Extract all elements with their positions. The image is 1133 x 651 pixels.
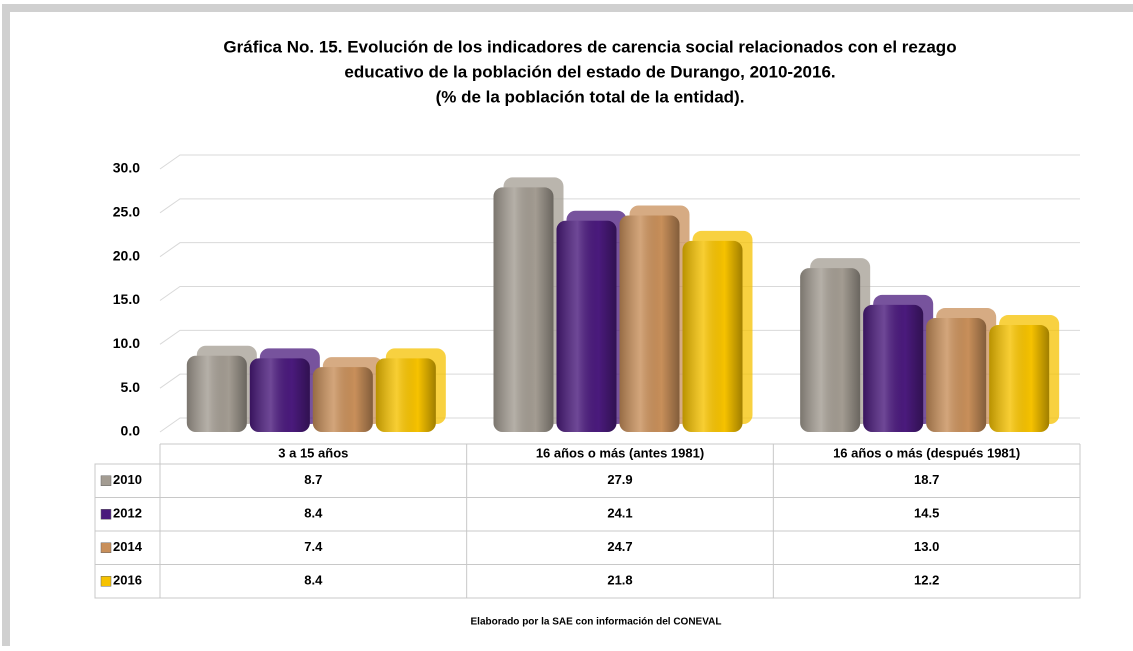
x-tick-label: 16 años o más (después 1981) (833, 445, 1020, 460)
legend-swatch (100, 576, 112, 587)
chart-title: educativo de la población del estado de … (344, 62, 835, 81)
bar-part (926, 318, 987, 432)
bar-part (989, 325, 1050, 432)
bar (493, 177, 564, 432)
grid-line (159, 417, 1080, 433)
chart-title: (% de la población total de la entidad). (436, 87, 745, 106)
legend-label: 2012 (113, 506, 142, 521)
legend-swatch (100, 475, 112, 486)
data-label: 21.8 (607, 573, 632, 588)
data-label: 7.4 (304, 539, 323, 554)
data-label: 8.7 (304, 472, 322, 487)
legend-swatch (100, 509, 112, 520)
bar-part (682, 240, 743, 432)
y-tick-label: 20.0 (113, 247, 140, 263)
y-tick-label: 0.0 (121, 423, 141, 439)
bar-part (249, 358, 310, 432)
legend-label: 2016 (113, 573, 142, 588)
y-tick-label: 30.0 (113, 160, 140, 176)
bar-part (493, 187, 554, 432)
grid-line (159, 329, 1080, 345)
bar-part (312, 367, 373, 432)
frame (2, 4, 1133, 646)
bar (682, 230, 753, 432)
data-label: 8.4 (304, 573, 323, 588)
y-tick-label: 15.0 (113, 291, 140, 307)
bar-part (863, 304, 924, 432)
data-label: 24.1 (607, 506, 632, 521)
bar-part (186, 355, 247, 432)
legend-label: 2010 (113, 472, 142, 487)
grid-line (159, 373, 1080, 389)
x-tick-label: 3 a 15 años (278, 445, 348, 460)
data-label: 14.5 (914, 506, 939, 521)
bar (989, 315, 1060, 432)
bar-part (375, 358, 436, 432)
y-tick-label: 10.0 (113, 335, 140, 351)
bar-part (800, 268, 861, 432)
bar (926, 308, 997, 432)
data-label: 24.7 (607, 539, 632, 554)
grid-line (159, 154, 1080, 170)
legend-label: 2014 (113, 539, 143, 554)
data-label: 13.0 (914, 539, 939, 554)
bar (312, 357, 383, 432)
legend-swatch (100, 542, 112, 553)
source-note: Elaborado por la SAE con información del… (471, 617, 722, 628)
x-tick-label: 16 años o más (antes 1981) (536, 445, 704, 460)
y-tick-label: 5.0 (121, 379, 141, 395)
y-tick-label: 25.0 (113, 204, 140, 220)
data-label: 8.4 (304, 506, 323, 521)
grid-line (159, 198, 1080, 214)
bar (800, 258, 871, 432)
grid-line (159, 286, 1080, 301)
bar (556, 210, 627, 432)
bar (619, 205, 690, 432)
bar-part (619, 215, 680, 432)
bar (375, 348, 446, 432)
grid-line (159, 242, 1080, 258)
data-label: 18.7 (914, 472, 939, 487)
data-label: 12.2 (914, 573, 939, 588)
bar (186, 345, 257, 432)
chart-title: Gráfica No. 15. Evolución de los indicad… (223, 37, 956, 56)
data-label: 27.9 (607, 472, 632, 487)
bar (249, 348, 320, 432)
bar (863, 294, 934, 432)
bar-part (556, 220, 617, 432)
